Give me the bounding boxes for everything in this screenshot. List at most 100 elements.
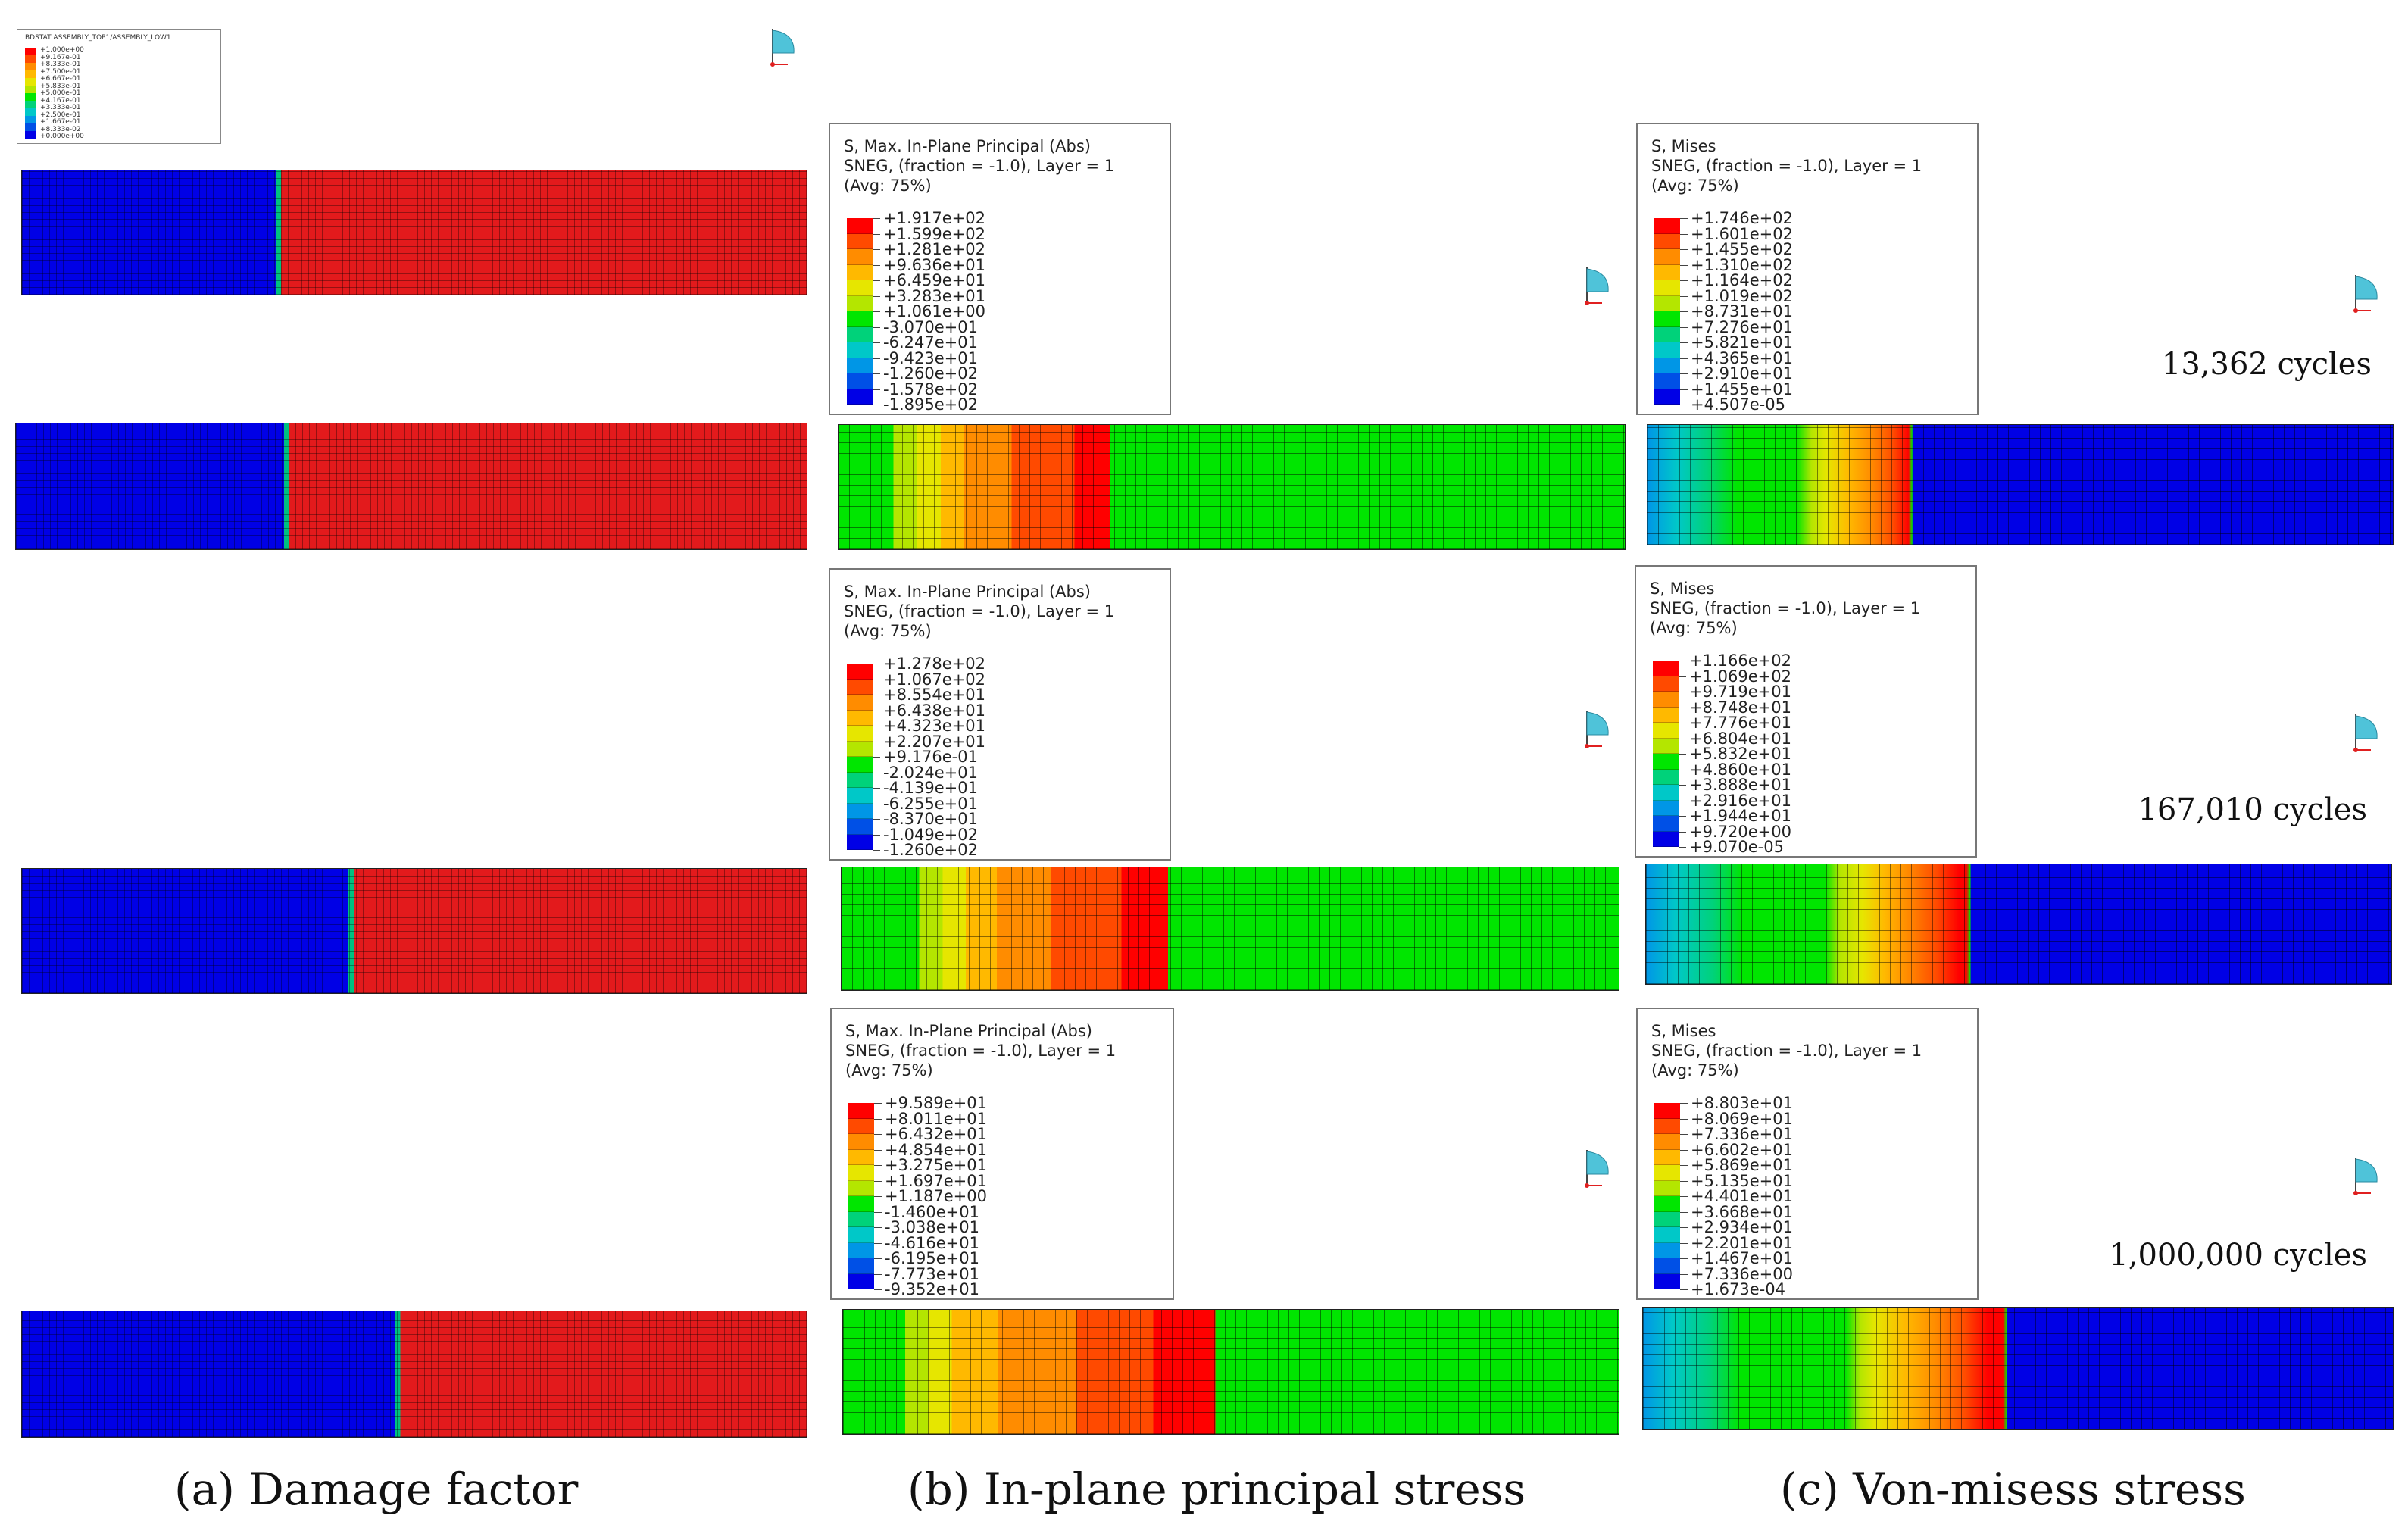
legend-color-band xyxy=(847,389,873,405)
legend-value: +1.746e+02 xyxy=(1691,209,1793,227)
legend-value: +1.067e+02 xyxy=(883,670,985,689)
damage-legend-value: +5.833e-01 xyxy=(40,82,81,90)
legend-color-band xyxy=(1654,373,1680,389)
legend-value: +5.869e+01 xyxy=(1691,1156,1793,1174)
legend-color-band xyxy=(847,726,873,742)
legend-color-band xyxy=(847,819,873,835)
damage-legend-value: +1.667e-01 xyxy=(40,118,81,126)
legend-value: +2.207e+01 xyxy=(883,732,985,751)
legend-value: +9.070e-05 xyxy=(1689,838,1784,856)
legend-color-band xyxy=(848,1165,874,1181)
damage-legend-value: +2.500e-01 xyxy=(40,111,81,119)
damage-legend-value: +5.000e-01 xyxy=(40,89,81,97)
damage-strip-167010 xyxy=(21,868,807,994)
legend-value: +1.601e+02 xyxy=(1691,224,1793,243)
legend-value: +5.135e+01 xyxy=(1691,1171,1793,1190)
damage-strip-1000000 xyxy=(21,1311,807,1438)
legend-value: +6.459e+01 xyxy=(883,271,985,289)
legend-value: +1.187e+00 xyxy=(885,1187,987,1205)
legend-color-band xyxy=(848,1273,874,1289)
legend-value: -6.255e+01 xyxy=(883,794,978,813)
orientation-triad-icon xyxy=(1585,711,1609,748)
legend-color-band xyxy=(1653,661,1679,676)
legend-value: +2.201e+01 xyxy=(1691,1233,1793,1252)
legend-color-band xyxy=(847,664,873,680)
legend-color-band xyxy=(847,710,873,726)
legend-value: +1.069e+02 xyxy=(1689,667,1791,686)
damage-legend-value: +6.667e-01 xyxy=(40,75,81,83)
mises-legend-3: S, Mises SNEG, (fraction = -1.0), Layer … xyxy=(1636,1008,1979,1300)
damage-legend-scale xyxy=(25,48,36,139)
legend-value: -3.038e+01 xyxy=(885,1218,979,1236)
legend-value: +7.776e+01 xyxy=(1689,714,1791,732)
legend-value: -8.370e+01 xyxy=(883,810,978,828)
legend-value: +4.860e+01 xyxy=(1689,760,1791,779)
caption-von-mises-stress: (c) Von-misess stress xyxy=(1780,1464,2246,1515)
damage-legend-value: +7.500e-01 xyxy=(40,67,81,76)
legend-value: +4.323e+01 xyxy=(883,717,985,735)
legend-color-band xyxy=(847,788,873,804)
legend-color-band xyxy=(1653,723,1679,739)
legend-color-band xyxy=(1654,233,1680,249)
orientation-triad-icon xyxy=(1585,1150,1609,1188)
legend-value: +1.455e+02 xyxy=(1691,240,1793,258)
legend-value: +1.917e+02 xyxy=(883,209,985,227)
legend-value: +8.069e+01 xyxy=(1691,1109,1793,1128)
legend-value: +6.432e+01 xyxy=(885,1125,987,1143)
legend-value: -1.049e+02 xyxy=(883,825,978,844)
legend-value: +7.276e+01 xyxy=(1691,317,1793,336)
legend-value: +5.832e+01 xyxy=(1689,745,1791,763)
legend-value: -3.070e+01 xyxy=(883,317,978,336)
cycles-label-3: 1,000,000 cycles xyxy=(2109,1238,2367,1273)
legend-value: +1.061e+00 xyxy=(883,302,985,320)
legend-value: +1.166e+02 xyxy=(1689,651,1791,670)
legend-value: -6.195e+01 xyxy=(885,1249,979,1267)
legend-value: +9.589e+01 xyxy=(885,1094,987,1112)
legend-color-band xyxy=(847,772,873,788)
damage-legend-value: +1.000e+00 xyxy=(40,46,84,54)
legend-color-band xyxy=(847,741,873,757)
legend-value: +9.720e+00 xyxy=(1689,822,1791,841)
legend-color-band xyxy=(1654,1242,1680,1258)
legend-color-band xyxy=(1654,389,1680,405)
legend-color-band xyxy=(1654,1258,1680,1274)
cycles-label-2: 167,010 cycles xyxy=(2138,792,2367,827)
legend-value: +1.944e+01 xyxy=(1689,807,1791,825)
legend-value: +6.804e+01 xyxy=(1689,729,1791,748)
legend-value: -9.352e+01 xyxy=(885,1280,979,1298)
mises-stress-strip-1000000 xyxy=(1642,1307,2394,1430)
orientation-triad-icon xyxy=(2353,714,2378,752)
legend-color-band xyxy=(1653,754,1679,770)
legend-color-band xyxy=(848,1180,874,1196)
legend-color-band xyxy=(1653,785,1679,801)
legend-color-band xyxy=(1654,280,1680,296)
legend-value: +4.507e-05 xyxy=(1691,395,1785,414)
damage-legend-value: +4.167e-01 xyxy=(40,96,81,105)
damage-legend-value: +0.000e+00 xyxy=(40,133,84,140)
orientation-triad-icon xyxy=(770,29,795,67)
legend-color-band xyxy=(848,1242,874,1258)
legend-color-band xyxy=(1653,769,1679,785)
legend-value: +3.283e+01 xyxy=(883,286,985,305)
legend-value: +3.275e+01 xyxy=(885,1156,987,1174)
legend-value: -2.024e+01 xyxy=(883,763,978,782)
legend-color-band xyxy=(847,280,873,296)
legend-color-band xyxy=(1654,1227,1680,1243)
legend-value: +6.438e+01 xyxy=(883,701,985,720)
legend-color-band xyxy=(1654,218,1680,234)
legend-value: +2.934e+01 xyxy=(1691,1218,1793,1236)
legend-value: +1.467e+01 xyxy=(1691,1249,1793,1267)
orientation-triad-icon xyxy=(1585,267,1609,305)
legend-color-band xyxy=(848,1149,874,1165)
legend-color-band xyxy=(847,218,873,234)
legend-value: +7.336e+01 xyxy=(1691,1125,1793,1143)
legend-value: -7.773e+01 xyxy=(885,1264,979,1283)
damage-strip-13362 xyxy=(15,423,807,550)
legend-color-band xyxy=(1653,707,1679,723)
legend-value: -6.247e+01 xyxy=(883,333,978,351)
legend-value: +2.910e+01 xyxy=(1691,364,1793,383)
legend-color-band xyxy=(847,311,873,327)
legend-value: +1.281e+02 xyxy=(883,240,985,258)
orientation-triad-icon xyxy=(2353,275,2378,313)
caption-principal-stress: (b) In-plane principal stress xyxy=(907,1464,1526,1515)
